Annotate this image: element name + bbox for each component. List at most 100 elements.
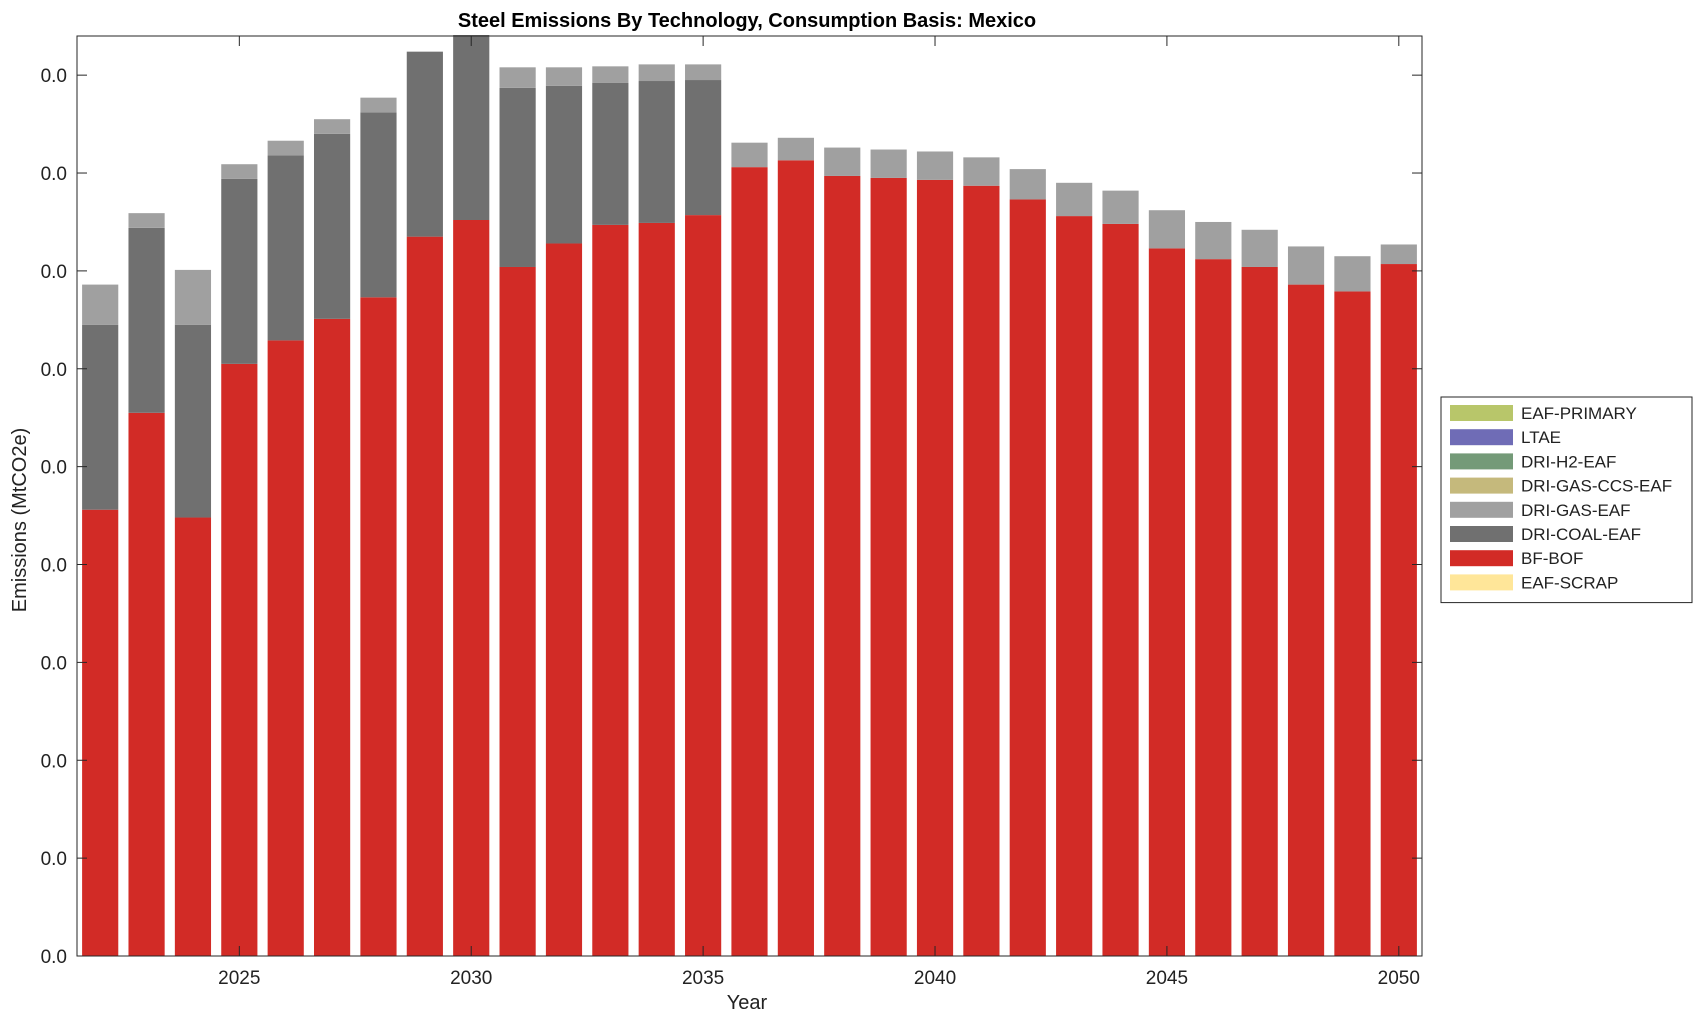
legend-box	[1440, 396, 1693, 604]
legend-swatch-eaf-scrap	[1450, 574, 1513, 591]
bar-bf-bof-2045	[1148, 248, 1186, 956]
bar-bf-bof-2023	[128, 412, 165, 956]
bar-dri-gas-eaf-2028	[360, 97, 397, 113]
bar-dri-gas-eaf-2031	[499, 67, 536, 88]
legend-swatch-dri-gas-eaf	[1450, 501, 1513, 518]
bar-dri-gas-eaf-2047	[1241, 229, 1278, 267]
bar-dri-gas-eaf-2040	[916, 151, 954, 180]
legend-swatch-ltae	[1450, 429, 1513, 446]
y-tick-label: 0.0	[41, 849, 67, 870]
bar-dri-coal-eaf-2033	[592, 82, 629, 225]
chart-title: Steel Emissions By Technology, Consumpti…	[458, 10, 1036, 32]
bar-bf-bof-2049	[1334, 291, 1371, 956]
bar-bf-bof-2026	[267, 340, 304, 956]
bar-bf-bof-2033	[592, 224, 629, 956]
bar-bf-bof-2050	[1380, 264, 1417, 956]
x-tick-label: 2040	[914, 968, 956, 989]
x-tick-label: 2030	[450, 968, 492, 989]
bar-bf-bof-2047	[1241, 266, 1278, 957]
bar-dri-gas-eaf-2046	[1195, 221, 1232, 260]
bar-bf-bof-2046	[1195, 259, 1232, 956]
bar-bf-bof-2038	[824, 175, 861, 956]
bar-dri-gas-eaf-2035	[685, 64, 722, 81]
legend: EAF-PRIMARY LTAE DRI-H2-EAF DRI-GAS-CCS-EAF…	[1440, 396, 1693, 604]
bar-dri-gas-eaf-2024	[174, 269, 212, 325]
bar-dri-coal-eaf-2025	[221, 178, 258, 364]
bar-bf-bof-2029	[406, 236, 443, 956]
y-tick-label: 0.0	[41, 262, 67, 283]
bar-dri-gas-eaf-2032	[545, 67, 583, 86]
bar-dri-gas-eaf-2041	[963, 157, 1000, 186]
bar-dri-gas-eaf-2036	[731, 142, 768, 168]
bar-bf-bof-2031	[499, 266, 536, 957]
bar-dri-coal-eaf-2030	[453, 35, 490, 220]
y-tick-label: 0.0	[41, 164, 67, 185]
bar-bf-bof-2041	[963, 185, 1000, 957]
y-tick-label: 0.0	[41, 360, 67, 381]
legend-label-eaf-primary: EAF-PRIMARY	[1521, 404, 1637, 423]
bar-dri-gas-eaf-2023	[128, 213, 165, 228]
bar-dri-gas-eaf-2044	[1102, 190, 1139, 224]
bar-bf-bof-2040	[916, 179, 954, 956]
legend-swatch-dri-coal-eaf	[1450, 526, 1513, 542]
x-tick-label: 2050	[1378, 968, 1420, 989]
bar-dri-gas-eaf-2048	[1287, 246, 1325, 285]
x-tick-label: 2035	[682, 968, 724, 989]
x-axis-label: Year	[727, 992, 768, 1014]
legend-label-dri-h2-eaf: DRI-H2-EAF	[1521, 452, 1616, 471]
legend-swatch-dri-h2-eaf	[1450, 453, 1513, 470]
bar-dri-gas-eaf-2033	[592, 66, 629, 83]
y-tick-label: 0.0	[41, 653, 67, 674]
bar-bf-bof-2039	[870, 177, 907, 956]
bar-dri-gas-eaf-2043	[1056, 182, 1093, 217]
bar-dri-gas-eaf-2039	[870, 149, 907, 178]
bar-bf-bof-2024	[174, 517, 212, 956]
bar-bf-bof-2032	[545, 243, 583, 957]
bar-bf-bof-2043	[1056, 216, 1093, 957]
legend-swatch-bf-bof	[1450, 550, 1513, 567]
bar-bf-bof-2036	[731, 167, 768, 956]
bar-bf-bof-2028	[360, 297, 397, 956]
bar-dri-coal-eaf-2034	[638, 81, 675, 223]
bar-bf-bof-2030	[453, 220, 490, 956]
bar-dri-gas-eaf-2022	[82, 284, 119, 325]
x-tick-label: 2025	[218, 968, 260, 989]
legend-swatch-eaf-primary	[1450, 405, 1513, 421]
bar-dri-gas-eaf-2050	[1380, 244, 1417, 265]
y-tick-label: 0.0	[41, 751, 67, 772]
y-tick-label: 0.0	[41, 947, 67, 968]
bar-bf-bof-2048	[1287, 284, 1325, 957]
legend-label-dri-gas-ccs-eaf: DRI-GAS-CCS-EAF	[1521, 477, 1672, 496]
legend-label-eaf-scrap: EAF-SCRAP	[1521, 573, 1618, 592]
bar-dri-gas-eaf-2025	[221, 164, 258, 179]
bar-dri-gas-eaf-2038	[824, 147, 861, 176]
bar-bf-bof-2027	[314, 318, 351, 957]
bar-dri-coal-eaf-2035	[685, 80, 722, 216]
bar-layer	[82, 35, 1417, 957]
legend-label-dri-gas-eaf: DRI-GAS-EAF	[1521, 501, 1631, 520]
bar-dri-gas-eaf-2037	[777, 137, 814, 161]
bar-bf-bof-2035	[685, 215, 722, 957]
bar-dri-coal-eaf-2026	[267, 155, 304, 341]
bar-dri-coal-eaf-2032	[545, 85, 583, 244]
bar-dri-coal-eaf-2024	[174, 324, 212, 518]
axes-layer: 0.0 0.0 0.0 0.0 0.0 0.0 0.0 0.0 0.0 0.0 2025 2030 20…	[41, 35, 1423, 989]
bar-dri-coal-eaf-2031	[499, 87, 536, 267]
bar-dri-gas-eaf-2034	[638, 64, 675, 82]
bar-dri-gas-eaf-2042	[1009, 169, 1046, 200]
y-axis-label: Emissions (MtCO2e)	[9, 428, 31, 612]
y-tick-label: 0.0	[41, 458, 67, 479]
y-tick-label: 0.0	[41, 66, 67, 87]
bar-bf-bof-2025	[221, 363, 258, 956]
bar-bf-bof-2034	[638, 222, 675, 956]
bar-dri-coal-eaf-2029	[406, 51, 443, 237]
y-tick-label: 0.0	[41, 556, 67, 577]
bar-bf-bof-2037	[777, 160, 814, 957]
bar-bf-bof-2022	[82, 509, 119, 956]
bar-bf-bof-2044	[1102, 223, 1139, 956]
legend-label-bf-bof: BF-BOF	[1521, 549, 1583, 568]
plot-frame	[76, 35, 1423, 957]
x-tick-label: 2045	[1146, 968, 1188, 989]
